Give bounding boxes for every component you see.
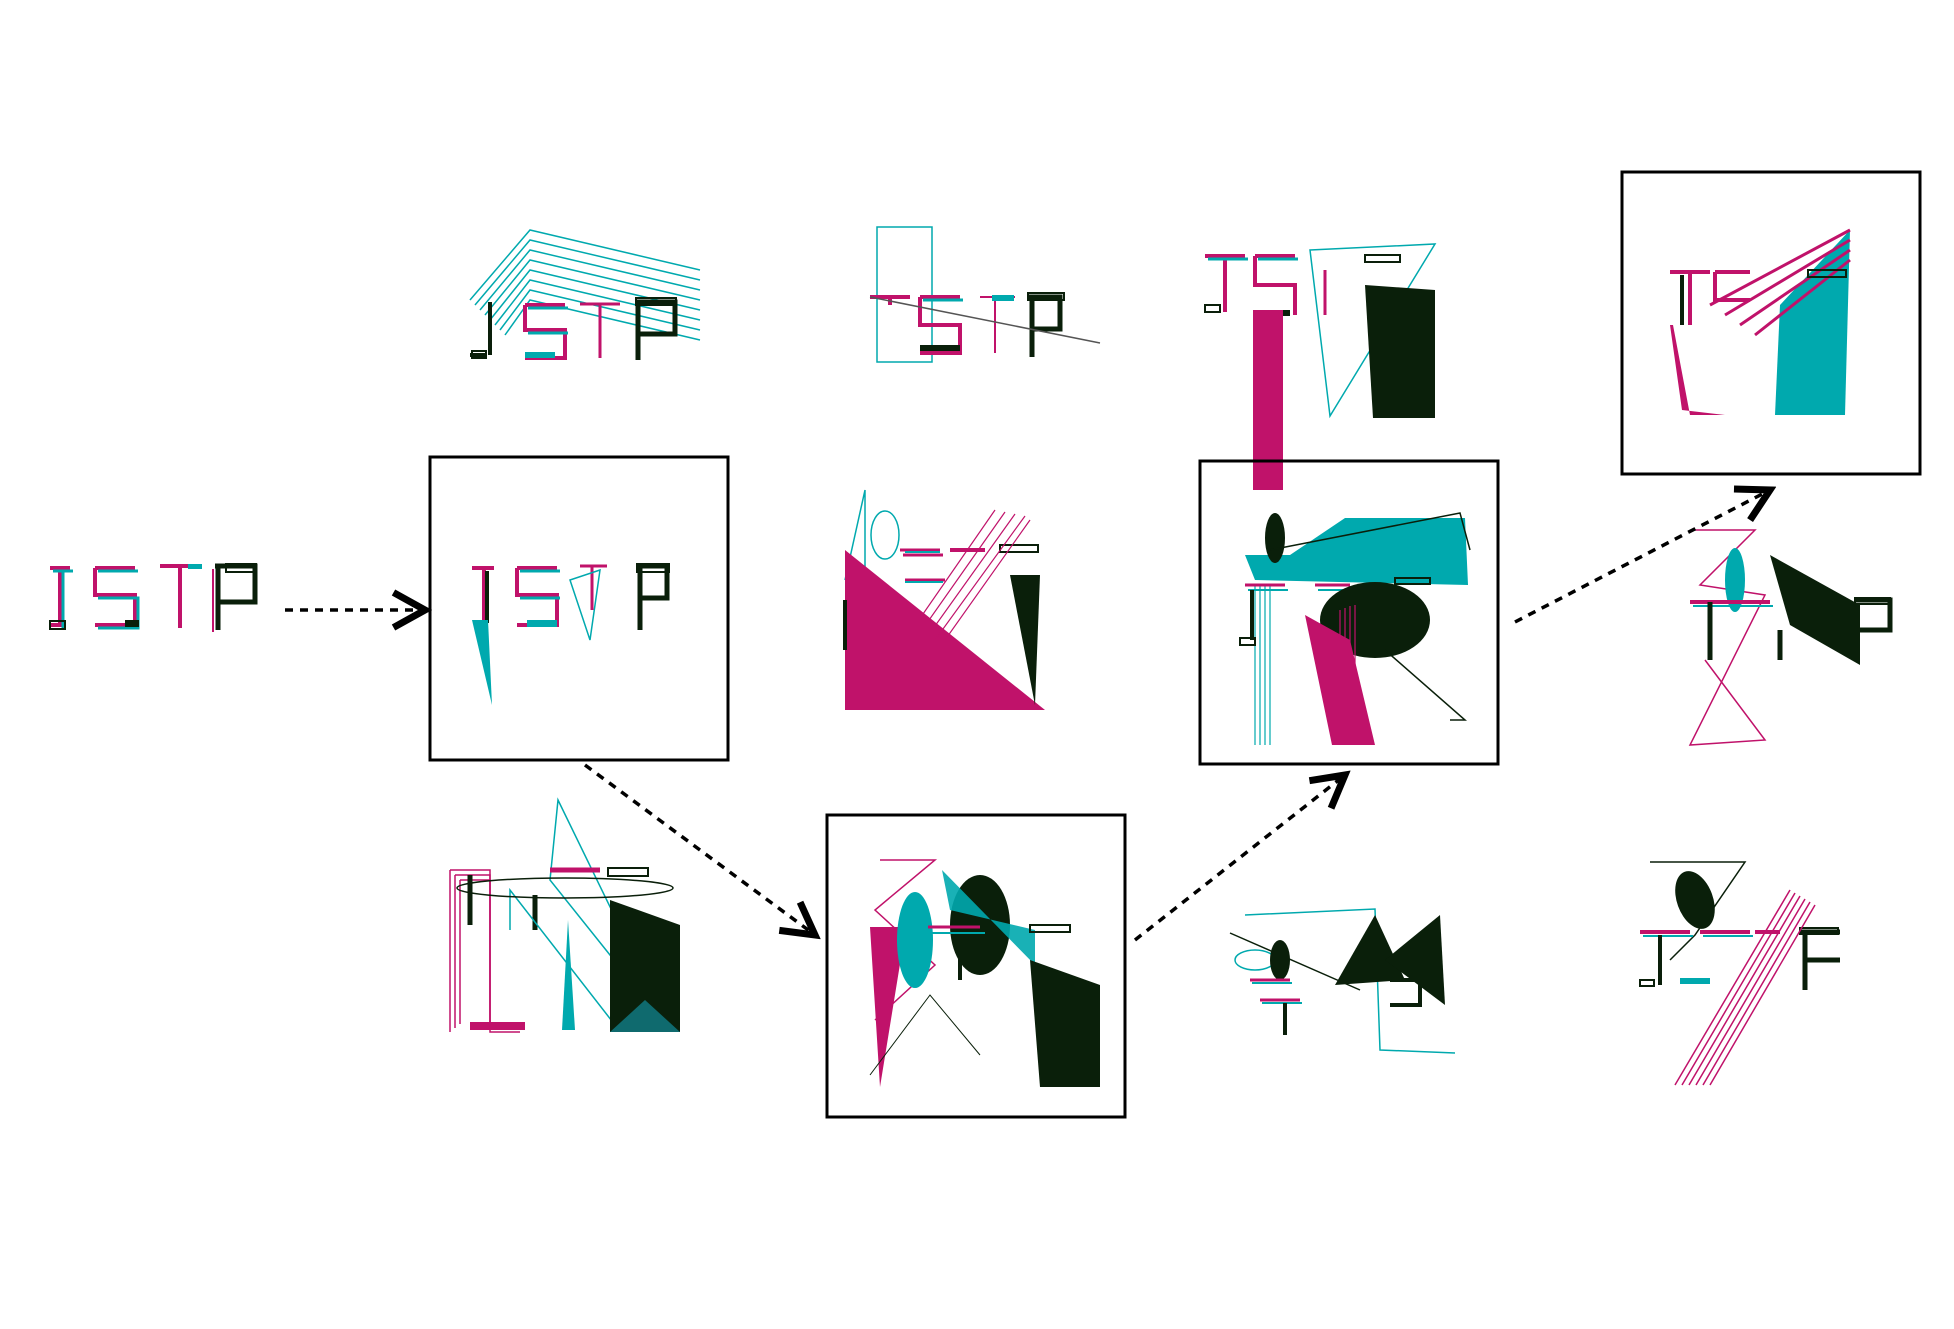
arrow-gen3-to-gen4 <box>1514 490 1770 624</box>
variant-gen2-top[interactable] <box>869 226 1101 363</box>
istp-logo <box>49 563 258 632</box>
selection-frame <box>825 813 1127 1119</box>
variant-gen4-bottom[interactable] <box>1639 861 1840 1086</box>
variant-gen1-bottom[interactable] <box>449 797 680 1033</box>
variant-gen3-bottom[interactable] <box>1229 908 1456 1054</box>
variant-gen1-middle[interactable] <box>428 455 730 762</box>
arrow-gen2-to-gen3 <box>1133 775 1345 942</box>
variant-gen1-top[interactable] <box>469 229 701 360</box>
teal-line-bundle <box>469 229 701 341</box>
variant-gen2-bottom[interactable] <box>825 813 1127 1119</box>
istp-logo <box>870 292 1065 357</box>
evolution-arrows <box>285 490 1770 942</box>
variant-gen3-top[interactable] <box>1204 243 1437 490</box>
variant-gen4-top[interactable] <box>1620 170 1922 476</box>
variant-gen2-middle[interactable] <box>843 489 1045 710</box>
arrow-gen1-to-gen2 <box>583 763 815 935</box>
variant-source[interactable] <box>49 563 258 632</box>
selection-frame <box>1198 459 1500 766</box>
selection-frame <box>1620 170 1922 476</box>
istp-logo <box>472 563 670 630</box>
istp-logo <box>470 297 678 360</box>
variant-gen3-middle[interactable] <box>1198 459 1500 766</box>
variant-gen4-middle[interactable] <box>1688 529 1893 746</box>
